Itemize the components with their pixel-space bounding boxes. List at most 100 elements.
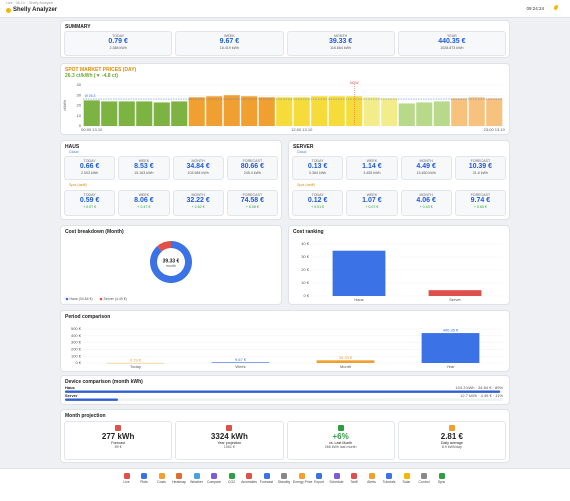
nav-item[interactable]: Schedule — [328, 473, 345, 484]
stat-sub: 0.384 kWh — [293, 171, 342, 175]
x-tick-label: 23:00 13.10 — [484, 127, 506, 132]
value-label: 12.7 kWh · 4.49 € · 11% — [460, 393, 503, 398]
stat-sub: + 0.01 € — [293, 205, 342, 209]
nav-icon — [159, 473, 165, 479]
nav-item[interactable]: Tariff — [346, 473, 363, 484]
x-tick-label: 12:00 13.10 — [291, 127, 313, 132]
nav-label: Anomalies — [241, 480, 258, 484]
projection-icon — [115, 425, 121, 431]
mode-badge: Cloud — [297, 150, 306, 154]
nav-icon — [316, 473, 322, 479]
bar — [119, 101, 135, 126]
bar — [189, 97, 205, 126]
nav-item[interactable]: Energy Price — [293, 473, 310, 484]
legend-label: Server (4.49 €) — [104, 297, 127, 301]
nav-item[interactable]: Sync — [433, 473, 450, 484]
bar-name: Haus — [65, 386, 76, 390]
stat-sub: + 6.08 € — [228, 205, 277, 209]
nav-item[interactable]: Alerts — [363, 473, 380, 484]
projection-value: 2.81 € — [399, 432, 505, 441]
nav-item[interactable]: Compare — [206, 473, 223, 484]
nav-item[interactable]: Live — [118, 473, 135, 484]
bar — [65, 391, 500, 393]
bar — [241, 96, 257, 126]
stat-sub: 103.984 kWh — [174, 171, 223, 175]
stat-value: 10.39 € — [456, 163, 505, 171]
bar — [259, 97, 275, 126]
stat-value: 0.13 € — [293, 163, 342, 171]
y-tick-label: 30 — [77, 92, 82, 97]
bar-track — [65, 399, 503, 401]
bar — [101, 101, 117, 126]
projection-icon — [226, 425, 232, 431]
nav-item[interactable]: Solar — [398, 473, 415, 484]
stat-sub: 2.388 kWh — [65, 46, 171, 50]
nav-item[interactable]: Control — [416, 473, 433, 484]
y-tick-label: 30 € — [301, 254, 310, 259]
bar — [65, 399, 118, 401]
nav-item[interactable]: Tutorials — [381, 473, 398, 484]
y-tick-label: 10 — [77, 113, 82, 118]
nav-item[interactable]: Heatmap — [171, 473, 188, 484]
nav-label: Compare — [206, 480, 223, 484]
stat-sub: 18.419 kWh — [176, 46, 282, 50]
stat-sub: + 0.65 € — [456, 205, 505, 209]
nav-icon — [334, 473, 340, 479]
bar — [84, 100, 100, 126]
nav-icon — [264, 473, 270, 479]
x-tick-label: Server — [449, 297, 461, 302]
theme-toggle[interactable] — [554, 5, 560, 11]
nav-icon — [421, 473, 427, 479]
nav-label: Alerts — [363, 480, 380, 484]
stat-value: 74.58 € — [228, 197, 277, 205]
app-title: Shelly Analyzer — [13, 7, 57, 13]
nav-item[interactable]: Standby — [276, 473, 293, 484]
nav-item[interactable]: Forecast — [258, 473, 275, 484]
stat-value: 9.67 € — [176, 38, 282, 46]
spot-label: Spot (tariff) — [69, 183, 87, 187]
nav-label: Energy Price — [293, 480, 310, 484]
projection-icon — [449, 425, 455, 431]
bar — [311, 96, 327, 126]
bar — [434, 101, 450, 126]
nav-item[interactable]: Anomalies — [241, 473, 258, 484]
stat-value: 32.22 € — [174, 197, 223, 205]
nav-item[interactable]: Plots — [136, 473, 153, 484]
nav-item[interactable]: Weather — [188, 473, 205, 484]
clock: 09:24:24 — [526, 6, 544, 11]
average-label: Ø 26.3 — [85, 94, 96, 98]
y-tick-label: 40 € — [301, 241, 310, 246]
nav-label: Tariff — [346, 480, 363, 484]
stat-value: 39.33 € — [288, 38, 394, 46]
stat-sub: + 0.43 € — [402, 205, 451, 209]
projection-value: +6% — [288, 432, 394, 441]
nav-label: Forecast — [258, 480, 275, 484]
nav-label: Weather — [188, 480, 205, 484]
nav-item[interactable]: Export — [311, 473, 328, 484]
nav-label: Standby — [276, 480, 293, 484]
nav-item[interactable]: Costs — [153, 473, 170, 484]
nav-item[interactable]: CO2 — [223, 473, 240, 484]
center-sub: month — [166, 264, 176, 268]
bar — [329, 96, 345, 126]
breadcrumb: Live · 06.10. · Shelly Analyzer — [6, 1, 54, 5]
bar — [171, 101, 187, 126]
legend-swatch — [66, 298, 69, 301]
bar — [381, 98, 397, 126]
bar — [333, 251, 386, 296]
value-label: 0.79 € — [130, 358, 142, 363]
projection-sub: 89 € — [65, 445, 171, 449]
